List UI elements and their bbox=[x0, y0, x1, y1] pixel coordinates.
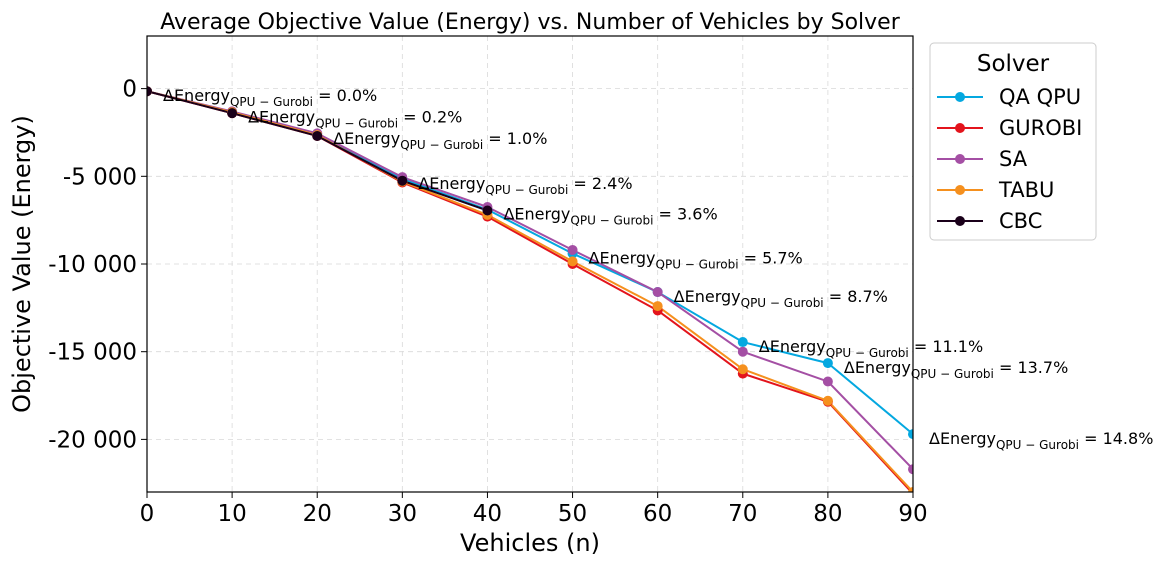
data-point-tabu bbox=[567, 256, 578, 267]
annotation-prefix: ΔEnergy bbox=[163, 86, 230, 105]
annotation-label: ΔEnergyQPU − Gurobi = 11.1% bbox=[759, 337, 983, 360]
y-tick-label: 0 bbox=[122, 77, 137, 103]
annotation-prefix: ΔEnergy bbox=[674, 287, 741, 306]
legend-label-qa-qpu: QA QPU bbox=[999, 85, 1081, 109]
data-point-sa bbox=[822, 376, 833, 387]
x-tick-label: 90 bbox=[898, 501, 927, 527]
annotation-prefix: ΔEnergy bbox=[589, 248, 656, 267]
data-point-sa bbox=[908, 464, 913, 475]
annotation-value: = 1.0% bbox=[483, 129, 547, 148]
x-tick-label: 40 bbox=[473, 501, 502, 527]
y-tick-label: -15 000 bbox=[48, 340, 137, 366]
data-point-qa-qpu bbox=[822, 358, 833, 369]
chart-title: Average Objective Value (Energy) vs. Num… bbox=[160, 10, 900, 35]
data-point-qa-qpu bbox=[737, 337, 748, 348]
x-axis-label: Vehicles (n) bbox=[460, 529, 600, 557]
legend-label-gurobi: GUROBI bbox=[999, 116, 1082, 140]
x-tick-label: 50 bbox=[558, 501, 587, 527]
x-tick-label: 80 bbox=[813, 501, 842, 527]
x-tick-label: 10 bbox=[217, 501, 246, 527]
annotations: ΔEnergyQPU − Gurobi = 0.0%ΔEnergyQPU − G… bbox=[163, 86, 1153, 452]
x-tick-label: 20 bbox=[303, 501, 332, 527]
series-line-sa bbox=[147, 90, 913, 470]
annotation-subscript: QPU − Gurobi bbox=[570, 214, 653, 228]
annotation-label: ΔEnergyQPU − Gurobi = 0.0% bbox=[163, 86, 377, 109]
legend: Solver QA QPU GUROBI SA TABU CBC bbox=[929, 42, 1097, 241]
x-tick-label: 60 bbox=[643, 501, 672, 527]
x-tick-label: 0 bbox=[140, 501, 155, 527]
y-tick-label: -20 000 bbox=[48, 427, 137, 453]
data-point-sa bbox=[737, 346, 748, 357]
annotation-prefix: ΔEnergy bbox=[418, 174, 485, 193]
annotation-value: = 11.1% bbox=[909, 337, 983, 356]
series-line-gurobi bbox=[147, 90, 913, 492]
data-point-tabu bbox=[908, 487, 913, 492]
annotation-value: = 0.0% bbox=[313, 86, 377, 105]
annotation-subscript: QPU − Gurobi bbox=[826, 346, 909, 360]
legend-label-cbc: CBC bbox=[999, 209, 1042, 233]
legend-label-tabu: TABU bbox=[998, 178, 1054, 202]
x-tick-label: 30 bbox=[388, 501, 417, 527]
annotation-subscript: QPU − Gurobi bbox=[485, 183, 568, 197]
y-tick-label: -5 000 bbox=[63, 164, 137, 190]
data-point-cbc bbox=[312, 130, 323, 141]
annotation-subscript: QPU − Gurobi bbox=[996, 438, 1079, 452]
annotation-prefix: ΔEnergy bbox=[333, 129, 400, 148]
annotation-subscript: QPU − Gurobi bbox=[315, 116, 398, 130]
annotation-label: ΔEnergyQPU − Gurobi = 0.2% bbox=[248, 107, 462, 130]
data-point-cbc bbox=[227, 108, 238, 119]
annotation-subscript: QPU − Gurobi bbox=[656, 257, 739, 271]
annotation-label: ΔEnergyQPU − Gurobi = 14.8% bbox=[929, 429, 1153, 452]
y-tick-label: -10 000 bbox=[48, 252, 137, 278]
annotation-label: ΔEnergyQPU − Gurobi = 8.7% bbox=[674, 287, 888, 310]
annotation-value: = 0.2% bbox=[398, 107, 462, 126]
annotation-label: ΔEnergyQPU − Gurobi = 2.4% bbox=[418, 174, 632, 197]
annotation-label: ΔEnergyQPU − Gurobi = 5.7% bbox=[589, 248, 803, 271]
annotation-prefix: ΔEnergy bbox=[503, 205, 570, 224]
annotation-prefix: ΔEnergy bbox=[844, 358, 911, 377]
annotation-value: = 14.8% bbox=[1079, 429, 1153, 448]
data-point-sa bbox=[567, 244, 578, 255]
annotation-value: = 5.7% bbox=[739, 248, 803, 267]
annotation-label: ΔEnergyQPU − Gurobi = 1.0% bbox=[333, 129, 547, 152]
legend-items: QA QPU GUROBI SA TABU CBC bbox=[937, 85, 1082, 233]
annotation-subscript: QPU − Gurobi bbox=[400, 138, 483, 152]
annotation-value: = 2.4% bbox=[568, 174, 632, 193]
data-point-cbc bbox=[482, 205, 493, 216]
y-axis-label: Objective Value (Energy) bbox=[8, 115, 36, 413]
series-layer bbox=[147, 90, 913, 492]
legend-marker-gurobi bbox=[955, 123, 965, 133]
legend-title: Solver bbox=[977, 51, 1050, 77]
annotation-label: ΔEnergyQPU − Gurobi = 3.6% bbox=[503, 205, 717, 228]
legend-label-sa: SA bbox=[999, 147, 1028, 171]
data-point-sa bbox=[652, 287, 663, 298]
annotation-prefix: ΔEnergy bbox=[248, 107, 315, 126]
annotation-subscript: QPU − Gurobi bbox=[741, 296, 824, 310]
data-point-tabu bbox=[737, 364, 748, 375]
annotation-subscript: QPU − Gurobi bbox=[230, 95, 313, 109]
data-point-tabu bbox=[652, 301, 663, 312]
annotation-value: = 3.6% bbox=[653, 205, 717, 224]
annotation-subscript: QPU − Gurobi bbox=[911, 367, 994, 381]
x-tick-label: 70 bbox=[728, 501, 757, 527]
annotation-value: = 13.7% bbox=[994, 358, 1068, 377]
data-point-qa-qpu bbox=[908, 429, 913, 440]
legend-marker-cbc bbox=[955, 216, 965, 226]
axis-ticks: 0 10 20 30 40 50 60 70 80 90 0 -5 000 -10 000 -15 000… bbox=[48, 77, 927, 527]
legend-marker-qa-qpu bbox=[955, 92, 965, 102]
data-point-cbc bbox=[397, 175, 408, 186]
legend-marker-sa bbox=[955, 154, 965, 164]
annotation-prefix: ΔEnergy bbox=[759, 337, 826, 356]
data-point-tabu bbox=[822, 395, 833, 406]
annotation-label: ΔEnergyQPU − Gurobi = 13.7% bbox=[844, 358, 1068, 381]
marker-layer bbox=[147, 86, 913, 492]
series-line-tabu bbox=[147, 90, 913, 492]
annotation-prefix: ΔEnergy bbox=[929, 429, 996, 448]
data-point-cbc bbox=[147, 86, 152, 97]
legend-marker-tabu bbox=[955, 185, 965, 195]
annotation-value: = 8.7% bbox=[824, 287, 888, 306]
